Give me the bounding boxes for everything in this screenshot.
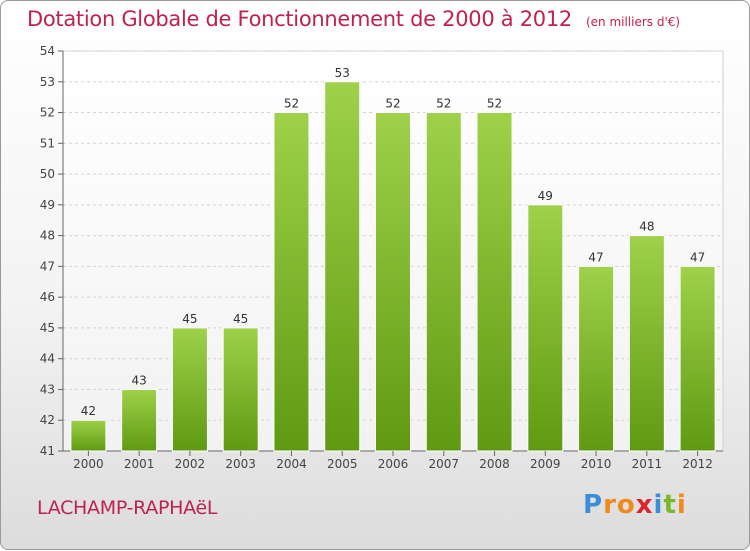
x-tick-label: 2002 [175,457,206,471]
data-label: 52 [385,97,400,111]
y-tick-label: 41 [40,444,55,458]
x-tick-label: 2010 [581,457,612,471]
bar [222,327,259,452]
data-label: 49 [538,189,553,203]
bar [679,265,716,452]
logo-letter: P [583,490,604,520]
chart-title: Dotation Globale de Fonctionnement de 20… [27,7,680,31]
data-label: 42 [81,404,96,418]
x-tick-label: 2006 [378,457,409,471]
y-tick-label: 49 [40,198,55,212]
data-label: 53 [335,66,350,80]
x-tick-label: 2012 [682,457,713,471]
chart-unit: (en milliers d'€) [585,15,681,29]
x-tick-label: 2005 [327,457,358,471]
logo-letter: r [603,490,617,520]
data-label: 52 [284,97,299,111]
y-tick-label: 48 [40,229,55,243]
x-tick-label: 2000 [73,457,104,471]
data-label: 48 [639,220,654,234]
logo-letter: x [635,490,654,520]
data-label: 45 [182,312,197,326]
data-label: 43 [132,373,147,387]
commune-name: LACHAMP-RAPHAëL [37,497,218,519]
x-tick-label: 2004 [276,457,307,471]
x-tick-label: 2003 [225,457,256,471]
bar [425,112,462,452]
x-tick-label: 2011 [632,457,663,471]
y-tick-label: 53 [40,75,55,89]
bar [324,81,361,452]
bar [476,112,513,452]
data-label: 52 [436,97,451,111]
chart-title-text: Dotation Globale de Fonctionnement de 20… [27,7,572,31]
bar [171,327,208,452]
bar [628,235,665,452]
data-label: 52 [487,97,502,111]
y-tick-label: 43 [40,382,55,396]
bar [375,112,411,452]
y-tick-label: 52 [40,106,55,120]
logo-letter: t [663,490,677,520]
logo-letter: o [616,490,636,520]
logo-letter: i [653,490,664,520]
x-tick-label: 2007 [428,457,459,471]
y-tick-label: 50 [40,167,55,181]
y-tick-label: 47 [40,259,55,273]
data-label: 47 [690,250,705,264]
y-tick-label: 54 [40,44,55,58]
y-tick-label: 51 [40,136,55,150]
bar [121,388,158,452]
data-label: 47 [588,250,603,264]
x-tick-label: 2009 [530,457,561,471]
y-tick-label: 42 [40,413,55,427]
x-tick-label: 2001 [124,457,155,471]
x-tick-label: 2008 [479,457,510,471]
bar [578,265,615,452]
logo-letter: i [676,490,687,520]
y-tick-label: 46 [40,290,55,304]
y-tick-label: 45 [40,321,55,335]
bar [527,204,564,452]
y-tick-label: 44 [40,352,55,366]
proxiti-logo[interactable]: Proxiti [583,490,687,520]
bar [70,419,107,452]
data-label: 45 [233,312,248,326]
bar [273,112,310,452]
